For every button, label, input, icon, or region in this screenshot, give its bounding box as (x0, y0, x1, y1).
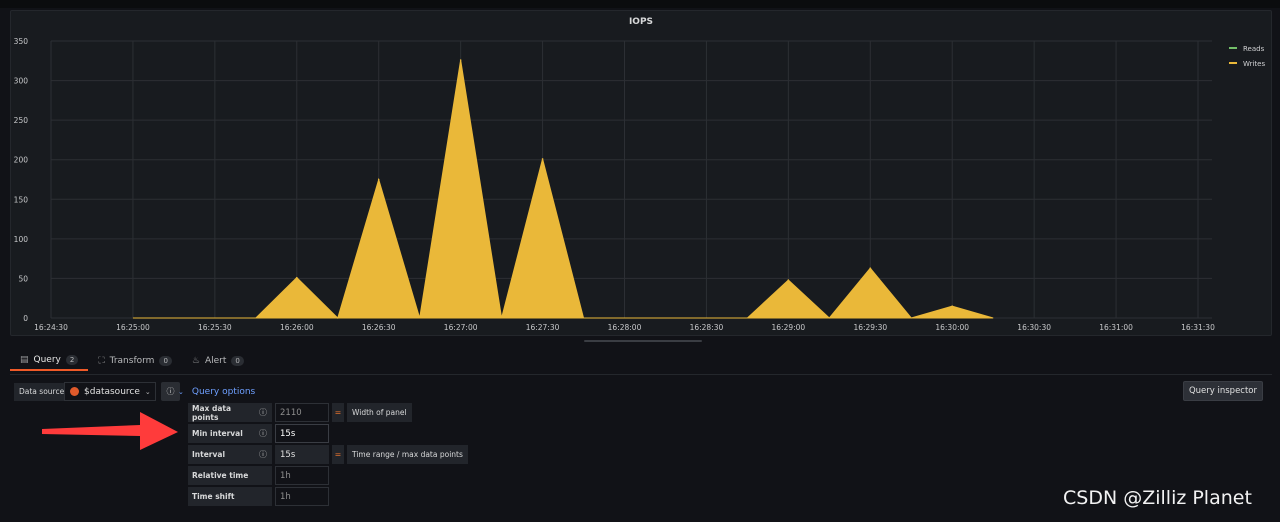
y-tick-label: 350 (14, 37, 29, 46)
relative-time-label: Relative time (188, 466, 272, 485)
series-writes-point (459, 59, 462, 61)
editor-tabs: ▤ Query 2 ⛶ Transform 0 ♨ Alert 0 (10, 350, 254, 372)
watermark: CSDN @Zilliz Planet (1063, 487, 1252, 509)
option-row-time-shift: Time shift 1h (188, 487, 329, 506)
x-tick-label: 16:26:00 (280, 323, 314, 332)
x-tick-label: 16:29:30 (853, 323, 887, 332)
top-strip (0, 0, 1280, 8)
x-tick-label: 16:31:30 (1181, 323, 1215, 332)
option-row-min-interval: Min interval ⓘ 15s (188, 424, 329, 443)
red-arrow-annotation (42, 412, 178, 450)
tab-query-count: 2 (65, 354, 79, 365)
info-icon[interactable]: ⓘ (259, 450, 267, 459)
x-tick-label: 16:29:00 (772, 323, 806, 332)
equals-sign: = (332, 445, 344, 464)
query-editor: Data source $datasource ⌄ ⓘ ⌄ Query opti… (10, 374, 1272, 520)
iops-chart: 0 50 100 150 200 250 300 350 16:24:30 16:25:00 16:… (14, 37, 1266, 332)
min-interval-label: Min interval ⓘ (188, 424, 272, 443)
tab-query[interactable]: ▤ Query 2 (10, 350, 89, 371)
y-tick-label: 100 (14, 235, 29, 244)
option-row-relative-time: Relative time 1h (188, 466, 329, 485)
relative-time-input[interactable]: 1h (275, 466, 329, 485)
min-interval-input[interactable]: 15s (275, 424, 329, 443)
max-data-points-input[interactable]: 2110 (275, 403, 329, 422)
panel-resize-handle[interactable] (584, 340, 702, 342)
y-tick-label: 300 (14, 77, 29, 86)
x-tick-label: 16:27:00 (444, 323, 478, 332)
series-writes-point (541, 158, 544, 160)
x-tick-label: 16:25:30 (198, 323, 232, 332)
interval-value: 15s (275, 445, 329, 464)
x-tick-label: 16:24:30 (34, 323, 68, 332)
x-tick-label: 16:25:00 (116, 323, 150, 332)
x-tick-label: 16:30:00 (935, 323, 969, 332)
datasource-logo-icon (70, 387, 79, 396)
legend-label-reads: Reads (1243, 45, 1265, 53)
chevron-down-icon: ⌄ (144, 387, 151, 396)
query-options-toggle[interactable]: ⌄ Query options (178, 383, 255, 401)
x-tick-label: 16:26:30 (362, 323, 396, 332)
tab-alert[interactable]: ♨ Alert 0 (182, 350, 254, 371)
series-writes-area (132, 59, 994, 319)
tab-transform-count: 0 (159, 355, 172, 366)
max-data-points-label-text: Max data points (192, 403, 232, 422)
help-icon: ⓘ (166, 387, 175, 396)
y-tick-label: 250 (14, 116, 29, 125)
database-icon: ▤ (20, 354, 29, 365)
tab-transform-label: Transform (109, 355, 155, 366)
datasource-label: Data source (14, 383, 70, 401)
x-tick-label: 16:28:30 (690, 323, 724, 332)
y-tick-label: 50 (18, 274, 28, 283)
datasource-value: $datasource (84, 386, 140, 397)
y-tick-label: 150 (14, 195, 29, 204)
equals-sign: = (332, 403, 344, 422)
datasource-picker[interactable]: $datasource ⌄ (64, 382, 156, 401)
transform-icon: ⛶ (98, 355, 105, 366)
arrow-shape (42, 412, 178, 450)
option-row-interval: Interval ⓘ 15s = Time range / max data p… (188, 445, 468, 464)
max-data-points-note: Width of panel (347, 403, 412, 422)
x-tick-label: 16:31:00 (1099, 323, 1133, 332)
time-shift-input[interactable]: 1h (275, 487, 329, 506)
panel-title[interactable]: IOPS (628, 17, 654, 27)
series-writes-point (295, 276, 298, 279)
legend-label-writes: Writes (1243, 60, 1265, 68)
chevron-down-icon: ⌄ (178, 388, 184, 396)
info-icon[interactable]: ⓘ (259, 429, 267, 438)
min-interval-label-text: Min interval (192, 429, 243, 438)
iops-panel: IOPS (10, 10, 1272, 336)
series-writes-point (377, 178, 380, 181)
datasource-help-button[interactable]: ⓘ (161, 382, 180, 401)
x-tick-label: 16:27:30 (526, 323, 560, 332)
option-row-max-data-points: Max data points ⓘ 2110 = Width of panel (188, 403, 412, 422)
tab-alert-count: 0 (231, 355, 244, 366)
tab-transform[interactable]: ⛶ Transform 0 (88, 350, 182, 371)
legend-swatch-writes (1229, 62, 1237, 64)
info-icon[interactable]: ⓘ (259, 408, 267, 417)
y-tick-label: 200 (14, 156, 29, 165)
interval-label: Interval ⓘ (188, 445, 272, 464)
interval-label-text: Interval (192, 450, 226, 459)
x-tick-label: 16:28:00 (608, 323, 642, 332)
legend-swatch-reads (1229, 47, 1237, 49)
series-writes-point (869, 267, 872, 269)
interval-note: Time range / max data points (347, 445, 468, 464)
series-writes-point (951, 305, 954, 307)
tab-query-label: Query (33, 354, 61, 365)
query-options-label: Query options (191, 387, 256, 397)
series-writes-point (787, 279, 790, 281)
bell-icon: ♨ (191, 355, 200, 366)
time-shift-label: Time shift (188, 487, 272, 506)
x-tick-label: 16:30:30 (1017, 323, 1051, 332)
y-tick-label: 0 (23, 314, 28, 323)
max-data-points-label: Max data points ⓘ (188, 403, 272, 422)
tab-alert-label: Alert (204, 355, 227, 366)
query-inspector-button[interactable]: Query inspector (1183, 381, 1263, 401)
